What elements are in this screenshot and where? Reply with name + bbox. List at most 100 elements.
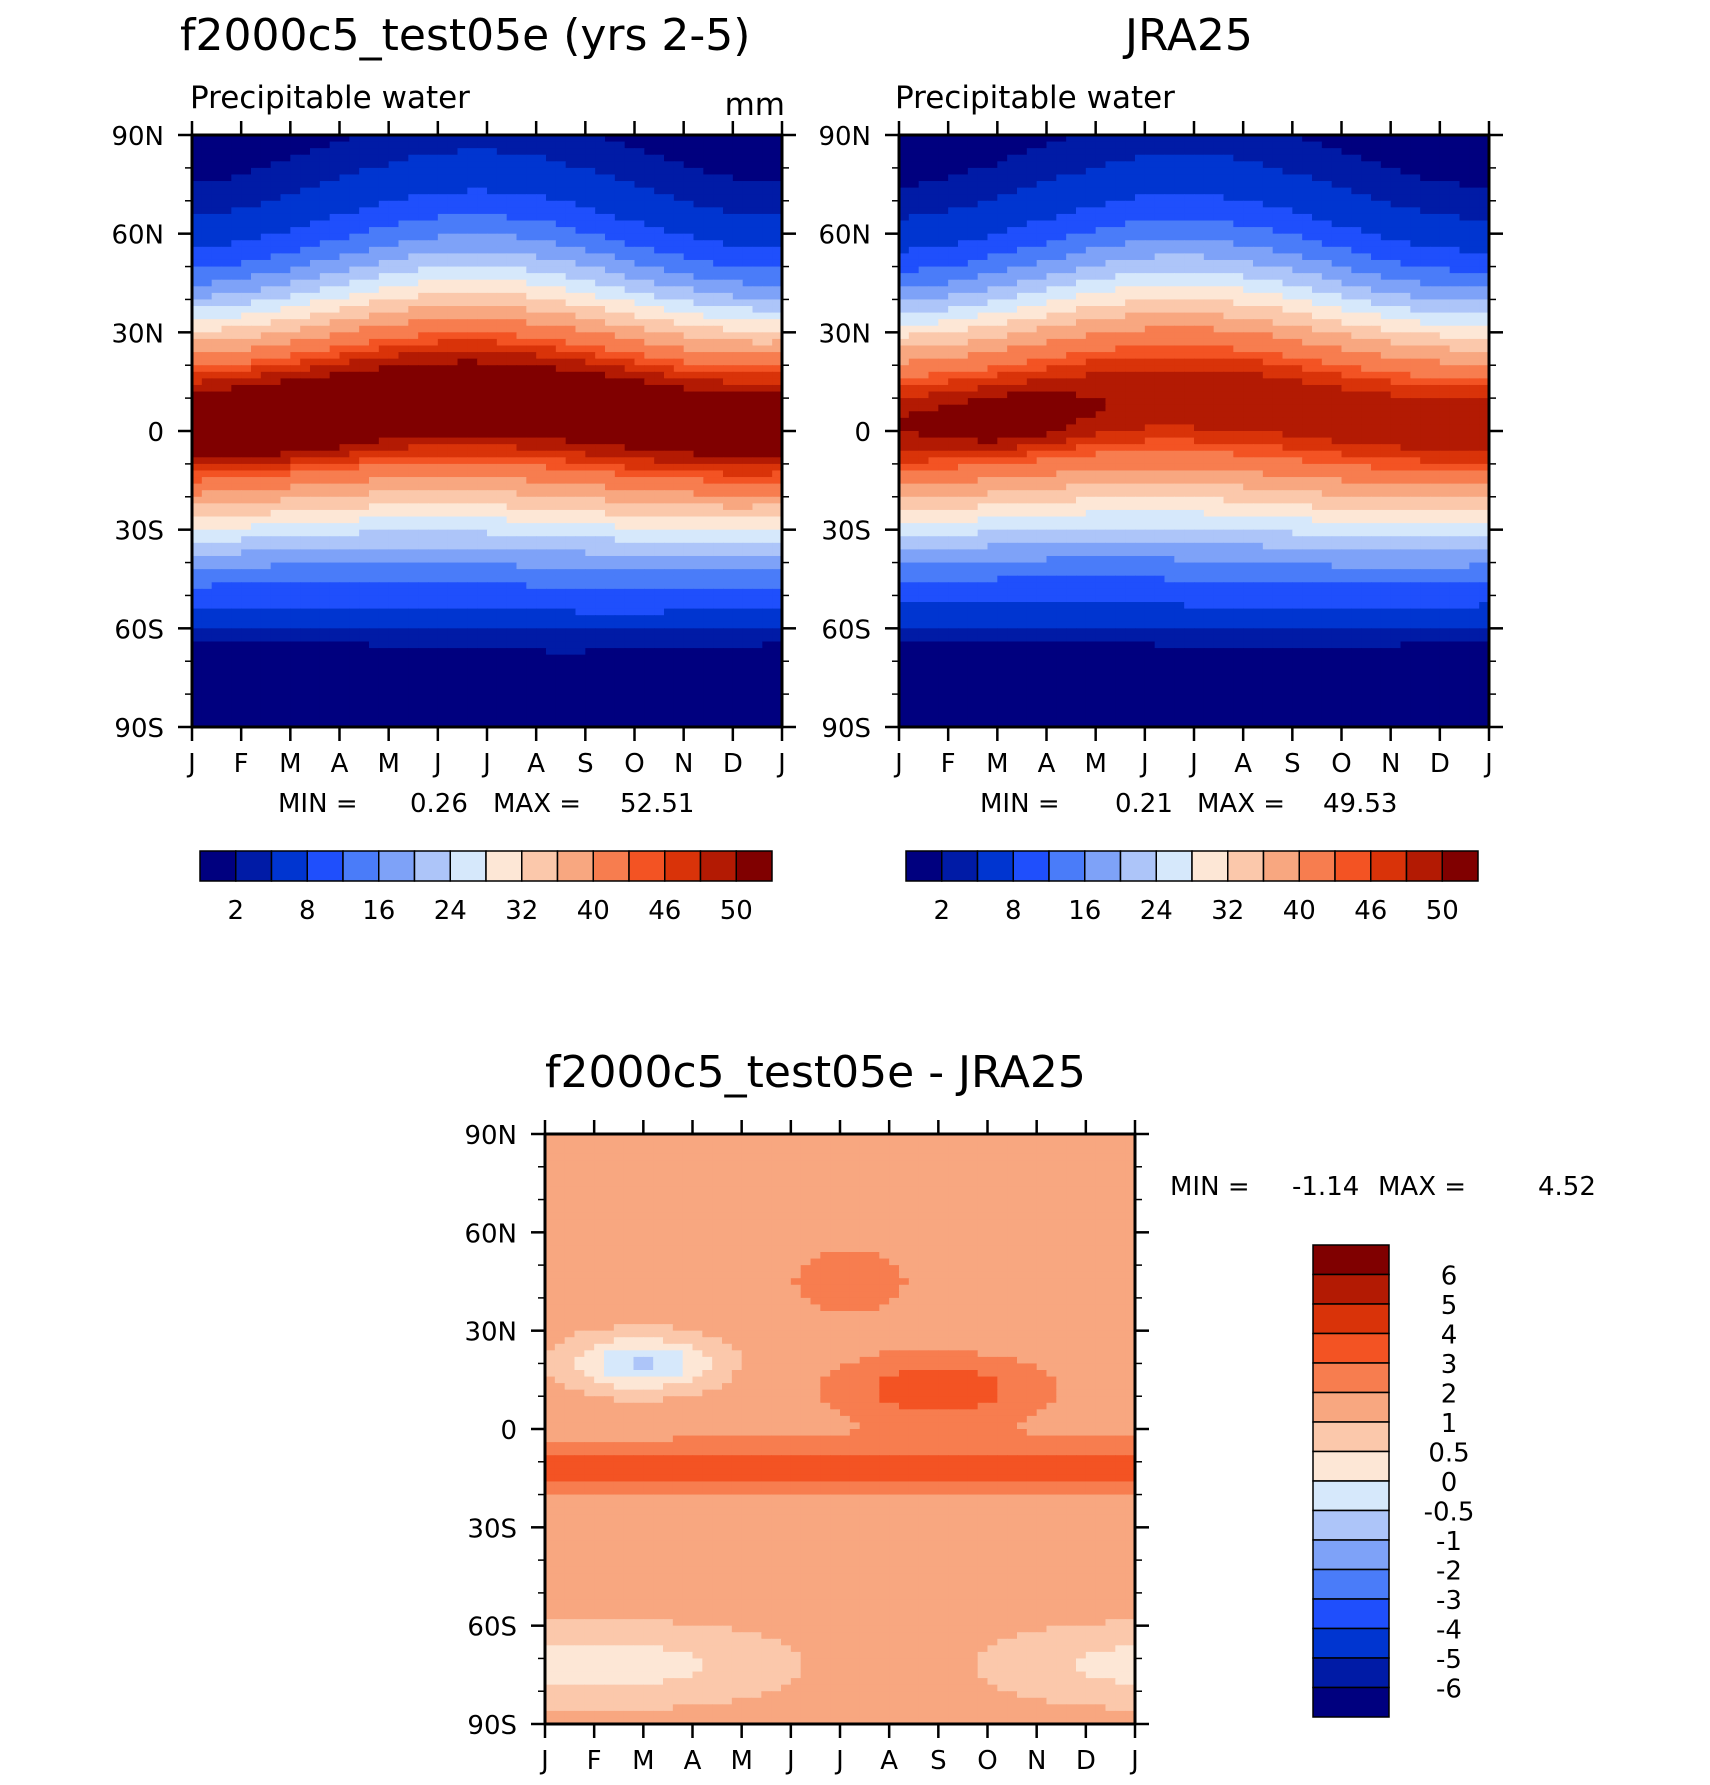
field-cell: [713, 371, 724, 379]
field-cell: [526, 352, 537, 360]
field-cell: [624, 299, 636, 307]
field-cell: [585, 634, 596, 643]
field-cell: [310, 424, 321, 432]
field-cell: [644, 490, 655, 498]
field-cell: [772, 194, 783, 202]
field-cell: [516, 266, 527, 274]
field-cell: [752, 154, 763, 162]
field-cell: [496, 378, 508, 386]
field-cell: [369, 431, 380, 439]
field-cell: [349, 417, 360, 426]
field-cell: [477, 654, 488, 662]
field-cell: [477, 220, 488, 228]
field-cell: [752, 674, 763, 682]
field-cell: [752, 259, 763, 268]
field-cell: [437, 213, 449, 222]
field-cell: [290, 529, 301, 537]
field-cell: [555, 628, 567, 636]
field-cell: [673, 615, 685, 623]
field-cell: [477, 279, 488, 287]
field-cell: [280, 240, 291, 248]
field-cell: [526, 595, 537, 603]
field-cell: [634, 227, 645, 235]
field-cell: [723, 463, 734, 472]
field-cell: [516, 661, 527, 669]
field-cell: [693, 417, 704, 426]
field-cell: [644, 292, 655, 301]
field-cell: [359, 483, 370, 491]
field-cell: [723, 292, 734, 301]
field-cell: [457, 562, 468, 570]
field-cell: [290, 463, 301, 472]
field-cell: [614, 227, 626, 235]
field-cell: [732, 470, 744, 478]
field-cell: [555, 200, 567, 208]
field-cell: [260, 667, 272, 675]
field-cell: [506, 352, 518, 360]
field-cell: [457, 273, 468, 281]
field-cell: [378, 352, 390, 360]
field-cell: [762, 648, 773, 656]
field-cell: [644, 266, 655, 274]
field-cell: [388, 549, 400, 557]
field-cell: [565, 470, 577, 478]
field-cell: [201, 365, 213, 373]
field-cell: [477, 286, 488, 294]
field-cell: [329, 523, 341, 531]
field-cell: [762, 286, 773, 294]
field-cell: [654, 220, 665, 228]
field-cell: [457, 575, 468, 583]
field-cell: [752, 437, 763, 445]
field-cell: [506, 319, 518, 327]
field-cell: [418, 259, 429, 268]
field-cell: [378, 220, 390, 228]
field-cell: [329, 240, 341, 248]
field-cell: [575, 391, 586, 399]
field-cell: [378, 398, 390, 406]
field-cell: [329, 371, 341, 379]
field-cell: [329, 549, 341, 557]
field-cell: [732, 444, 744, 452]
field-cell: [339, 181, 350, 189]
field-cell: [231, 648, 242, 656]
field-cell: [290, 680, 301, 689]
field-cell: [624, 490, 636, 498]
field-cell: [418, 332, 429, 340]
field-cell: [231, 536, 242, 544]
field-cell: [516, 246, 527, 254]
field-cell: [742, 358, 754, 366]
field-cell: [595, 200, 606, 208]
field-cell: [595, 437, 606, 445]
field-cell: [595, 536, 606, 544]
field-cell: [300, 444, 311, 452]
field-cell: [565, 148, 577, 156]
field-cell: [683, 259, 695, 268]
field-cell: [605, 509, 616, 518]
field-cell: [546, 641, 557, 649]
field-cell: [546, 595, 557, 603]
field-cell: [378, 332, 390, 340]
field-cell: [437, 595, 449, 603]
field-cell: [428, 431, 439, 439]
field-cell: [762, 365, 773, 373]
field-cell: [595, 450, 606, 458]
field-cell: [201, 503, 213, 511]
field-cell: [280, 207, 291, 215]
field-cell: [506, 615, 518, 623]
field-cell: [585, 246, 596, 254]
field-cell: [447, 384, 459, 393]
field-cell: [378, 266, 390, 274]
field-cell: [487, 325, 498, 333]
field-cell: [310, 529, 321, 537]
field-cell: [703, 483, 714, 491]
field-cell: [634, 661, 645, 669]
field-cell: [585, 536, 596, 544]
field-cell: [693, 266, 704, 274]
field-cell: [546, 279, 557, 287]
field-cell: [447, 588, 459, 597]
field-cell: [772, 444, 783, 452]
field-cell: [447, 306, 459, 314]
field-cell: [555, 470, 567, 478]
field-cell: [624, 194, 636, 202]
field-cell: [703, 345, 714, 353]
